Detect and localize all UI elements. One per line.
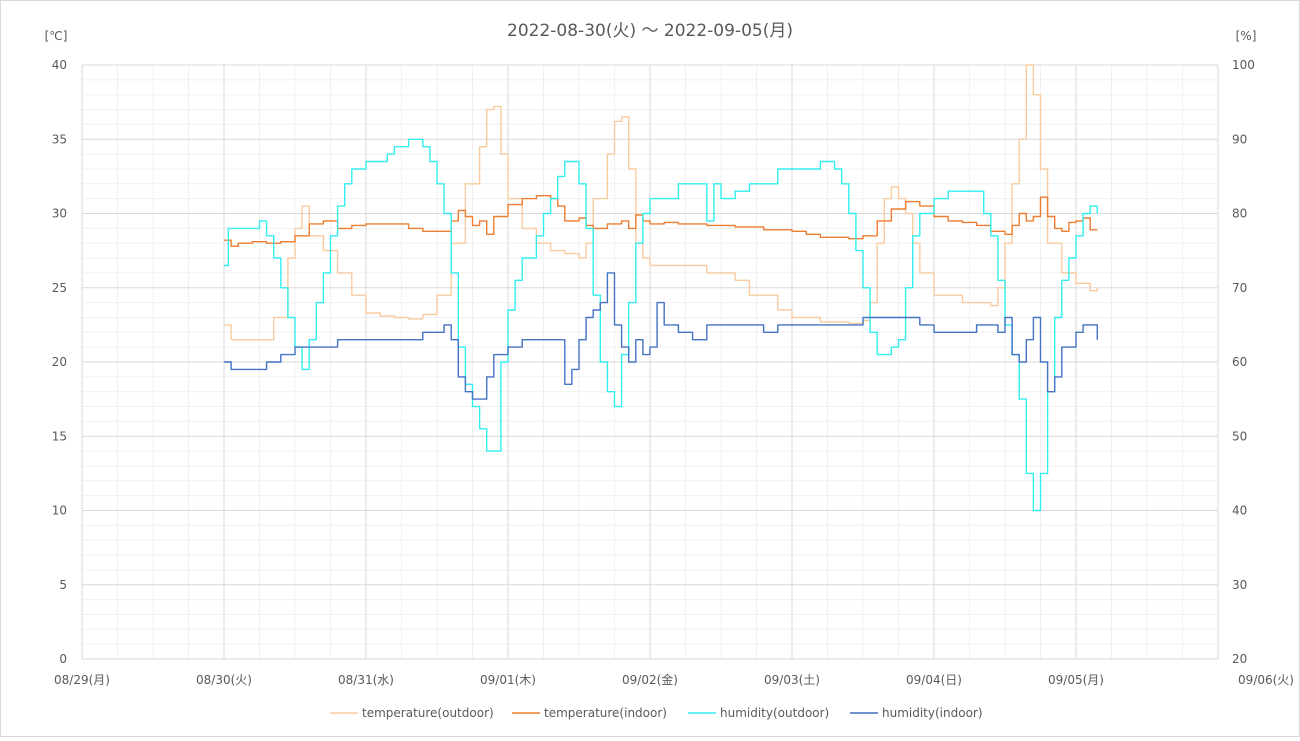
x-tick-label: 09/05(月)	[1048, 673, 1104, 687]
y-right-tick-label: 80	[1232, 207, 1247, 221]
y-left-tick-label: 5	[59, 578, 67, 592]
y-right-unit: [%]	[1236, 29, 1257, 43]
series-line	[224, 138, 1098, 512]
x-tick-label: 09/06(火)	[1238, 673, 1294, 687]
series-line	[224, 272, 1098, 400]
y-right-tick-label: 60	[1232, 355, 1247, 369]
y-left-tick-label: 15	[52, 429, 67, 443]
x-tick-label: 08/30(火)	[196, 673, 252, 687]
y-right-tick-label: 90	[1232, 132, 1247, 146]
y-right-tick-label: 70	[1232, 281, 1247, 295]
series-line	[224, 195, 1098, 247]
y-left-unit: [℃]	[45, 29, 68, 43]
y-right-tick-label: 50	[1232, 429, 1247, 443]
y-left-tick-label: 35	[52, 132, 67, 146]
x-tick-label: 08/29(月)	[54, 673, 110, 687]
y-left-tick-label: 30	[52, 207, 67, 221]
y-left-ticks: 0 5 10 15 20 25 30 35 40	[52, 58, 67, 666]
y-right-tick-label: 30	[1232, 578, 1247, 592]
y-left-tick-label: 20	[52, 355, 67, 369]
x-tick-label: 09/03(土)	[764, 673, 820, 687]
chart-title: 2022-08-30(火) 〜 2022-09-05(月)	[507, 21, 793, 41]
x-tick-label: 09/02(金)	[622, 672, 678, 687]
y-right-tick-label: 100	[1232, 58, 1255, 72]
legend-label: humidity(indoor)	[882, 706, 983, 720]
y-left-tick-label: 0	[59, 652, 67, 666]
series-layer	[224, 64, 1098, 512]
y-right-tick-label: 40	[1232, 504, 1247, 518]
y-left-tick-label: 10	[52, 504, 67, 518]
x-tick-label: 08/31(水)	[338, 673, 394, 687]
y-right-tick-label: 20	[1232, 652, 1247, 666]
x-ticks: 08/29(月) 08/30(火) 08/31(水) 09/01(木) 09/02(金)…	[54, 672, 1294, 687]
legend-label: temperature(outdoor)	[362, 706, 494, 720]
series-line	[224, 64, 1098, 341]
y-right-ticks: 20 30 40 50 60 70 80 90 100	[1232, 58, 1255, 666]
x-tick-label: 09/01(木)	[480, 673, 536, 687]
x-tick-label: 09/04(日)	[906, 673, 962, 687]
y-left-tick-label: 40	[52, 58, 67, 72]
legend-label: humidity(outdoor)	[720, 706, 829, 720]
legend-label: temperature(indoor)	[544, 706, 667, 720]
legend: temperature(outdoor) temperature(indoor) h…	[330, 706, 983, 720]
y-left-tick-label: 25	[52, 281, 67, 295]
